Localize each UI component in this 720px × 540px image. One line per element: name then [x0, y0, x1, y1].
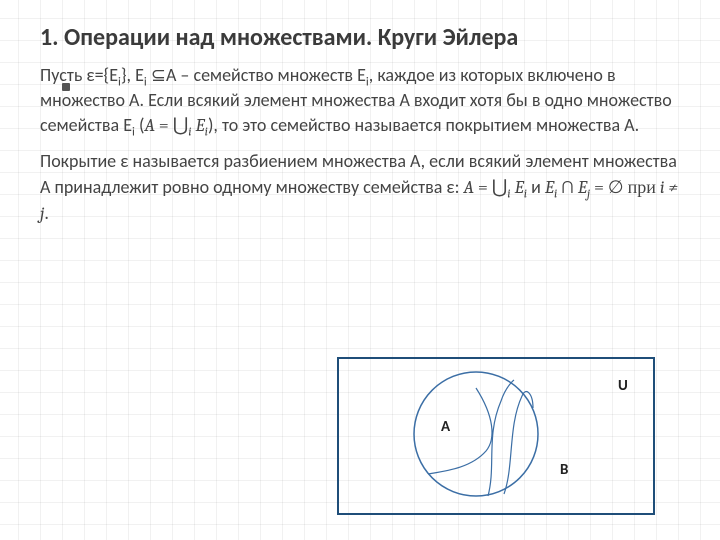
set-circle: [414, 372, 538, 496]
eq2-Ei: E: [511, 177, 524, 198]
bullet-dot: [62, 83, 70, 91]
p1-text-e: (: [135, 114, 145, 136]
partition-curve-2: [488, 380, 514, 496]
p1-text-b: }, E: [121, 64, 144, 86]
eq1-bigcup: ⋃: [173, 114, 189, 136]
eq3-cond: при: [628, 177, 660, 198]
p1-text-f: ), то это семейство называется покрытием…: [208, 114, 639, 136]
label-U: U: [618, 377, 628, 395]
p1-text-a: Пусть ε={E: [40, 64, 118, 86]
eq3-Ei: E: [545, 177, 554, 198]
label-A: A: [441, 418, 451, 436]
eq1-A: A: [144, 115, 154, 136]
eq2-bigcup: ⋃: [492, 176, 508, 198]
eq2-eq: =: [474, 177, 492, 198]
p2-and: и: [527, 176, 545, 198]
euler-diagram: A B U: [336, 356, 656, 516]
eq3-Ej: E: [578, 177, 587, 198]
label-B: B: [560, 461, 568, 479]
partition-curve-1: [428, 388, 492, 474]
paragraph-2: Покрытие ε называется разбиением множест…: [40, 149, 680, 226]
paragraph-1: Пусть ε={Ei}, Ei ⊆A – семейство множеств…: [40, 63, 680, 139]
page-title: 1. Операции над множествами. Круги Эйлер…: [40, 24, 680, 53]
diagram-svg: A B U: [336, 356, 656, 516]
p2-dot: .: [44, 202, 49, 224]
p1-text-c: ⊆A – семейство множеств E: [147, 64, 366, 86]
eq2-A: A: [463, 177, 473, 198]
eq3-cap: ∩: [557, 177, 578, 198]
slide-content: 1. Операции над множествами. Круги Эйлер…: [0, 0, 720, 227]
eq1-eq: =: [155, 115, 173, 136]
universe-rect: [338, 358, 654, 514]
eq1-Ei: E: [192, 115, 205, 136]
eq3-eqempty: = ∅: [590, 177, 628, 198]
